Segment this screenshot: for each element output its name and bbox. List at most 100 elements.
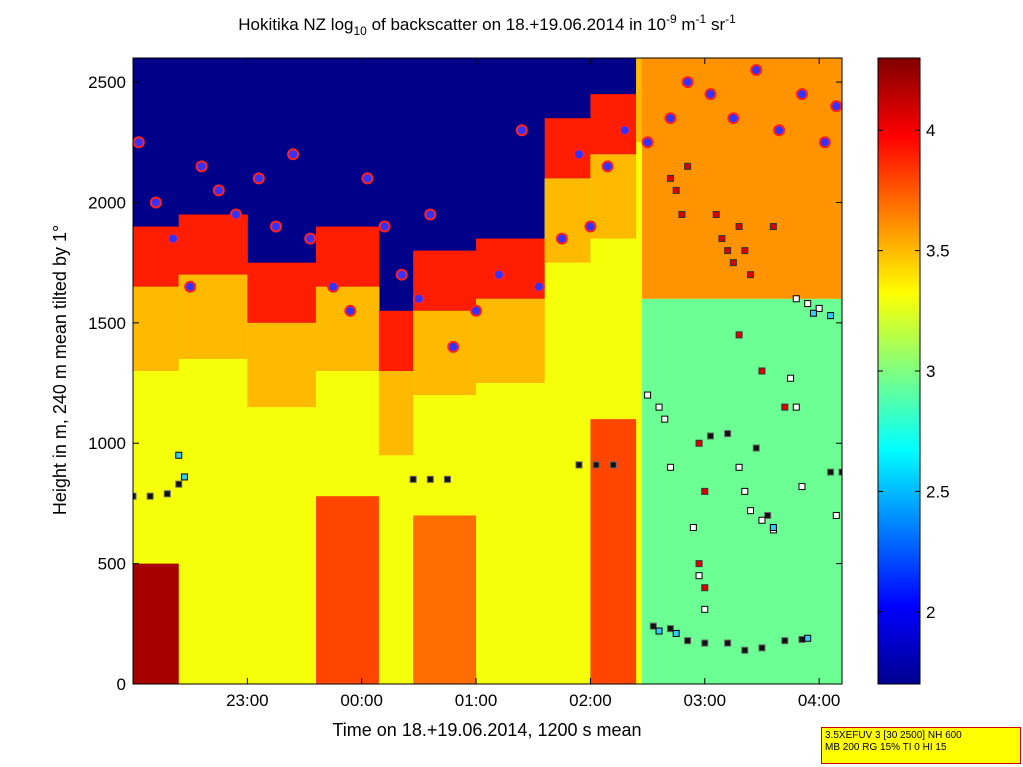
cyan-square-marker	[809, 309, 817, 317]
cloud-top-marker	[184, 280, 197, 293]
white-square-marker	[661, 415, 669, 423]
white-square-marker	[815, 304, 823, 312]
cloud-base-marker	[575, 461, 583, 469]
cloud-top-marker	[727, 112, 740, 125]
y-axis: 0 500 1000 1500 2000 2500	[88, 73, 842, 694]
red-square-marker	[724, 247, 732, 255]
cloud-top-marker	[361, 172, 374, 185]
settings-info-box: 3.5XEFUV 3 [30 2500] NH 600 MB 200 RG 15…	[821, 727, 1021, 764]
cloud-top-marker	[287, 148, 300, 161]
cloud-top-marker	[584, 220, 597, 233]
red-square-marker	[741, 247, 749, 255]
settings-line-2: MB 200 RG 15% TI 0 HI 15	[825, 742, 947, 753]
cloud-top-marker	[664, 112, 677, 125]
cloud-base-marker	[827, 468, 835, 476]
cloud-top-marker	[601, 160, 614, 173]
layer-strong-return	[590, 419, 637, 684]
colorbar-tick-label: 4	[926, 121, 935, 140]
cloud-base-marker	[133, 492, 137, 500]
white-square-marker	[741, 487, 749, 495]
x-axis-label: Time on 18.+19.06.2014, 1200 s mean	[332, 720, 641, 740]
x-tick-label: 00:00	[340, 691, 383, 710]
white-square-marker	[695, 572, 703, 580]
cloud-base-marker	[706, 432, 714, 440]
cloud-base-marker	[724, 639, 732, 647]
cloud-base-marker	[146, 492, 154, 500]
cyan-square-marker	[175, 451, 183, 459]
cloud-base-marker	[838, 468, 842, 476]
cloud-top-marker	[149, 196, 162, 209]
cloud-base-marker	[426, 475, 434, 483]
y-axis-label: Height in m, 240 m mean tilted by 1°	[50, 225, 70, 515]
cloud-top-marker	[304, 232, 317, 245]
red-square-marker	[735, 223, 743, 231]
layer-cloud-band	[315, 226, 380, 287]
y-tick-label: 2000	[88, 193, 126, 212]
cloud-top-marker	[515, 124, 528, 137]
cloud-top-marker	[229, 208, 242, 221]
plot-frame	[132, 57, 843, 685]
cloud-top-marker	[618, 124, 631, 137]
cloud-top-marker	[447, 340, 460, 353]
cyan-square-marker	[672, 629, 680, 637]
red-square-marker	[701, 584, 709, 592]
white-square-marker	[689, 524, 697, 531]
cloud-base-marker	[764, 511, 772, 519]
cloud-base-marker	[701, 639, 709, 647]
red-square-marker	[729, 259, 737, 267]
white-square-marker	[792, 295, 800, 303]
upper-cloud-region	[641, 58, 842, 299]
layer-cloud-band	[378, 310, 414, 371]
y-tick-label: 1000	[88, 434, 126, 453]
cloud-top-marker	[269, 220, 282, 233]
white-square-marker	[798, 483, 806, 491]
white-square-marker	[792, 403, 800, 411]
white-square-marker	[735, 463, 743, 471]
red-square-marker	[781, 403, 789, 411]
colorbar-tick-label: 2.5	[926, 482, 950, 501]
x-tick-label: 23:00	[226, 691, 269, 710]
layer-transition	[413, 310, 477, 396]
red-square-marker	[701, 487, 709, 495]
cloud-top-marker	[818, 136, 831, 149]
cloud-base-marker	[443, 475, 451, 483]
cloud-base-marker	[741, 646, 749, 654]
cloud-top-marker	[133, 136, 145, 149]
red-square-marker	[695, 439, 703, 447]
layer-transition	[247, 322, 317, 408]
cloud-top-marker	[327, 280, 340, 293]
y-tick-label: 2500	[88, 73, 126, 92]
layer-transition	[378, 371, 414, 456]
cloud-base-marker	[175, 480, 183, 488]
cloud-base-marker	[781, 637, 789, 645]
cloud-top-marker	[830, 100, 842, 113]
y-tick-label: 1500	[88, 314, 126, 333]
cloud-base-marker	[684, 637, 692, 645]
y-tick-label: 500	[98, 555, 126, 574]
cloud-base-marker	[592, 461, 600, 469]
cloud-top-marker	[750, 64, 763, 77]
layer-transition	[590, 154, 637, 239]
white-square-marker	[666, 463, 674, 471]
white-square-marker	[758, 516, 766, 524]
cloud-base-marker	[758, 644, 766, 652]
x-tick-label: 01:00	[455, 691, 498, 710]
colorbar-tick-label: 2	[926, 603, 935, 622]
cloud-top-marker	[424, 208, 437, 221]
cloud-base-marker	[724, 430, 732, 438]
cloud-base-marker	[666, 625, 674, 633]
cloud-top-marker	[395, 268, 408, 281]
cloud-markers	[133, 64, 842, 654]
cloud-base-marker	[609, 461, 617, 469]
x-tick-label: 02:00	[569, 691, 612, 710]
cloud-base-marker	[798, 635, 806, 643]
red-square-marker	[678, 211, 686, 218]
cloud-top-marker	[532, 280, 545, 293]
red-square-marker	[769, 223, 777, 231]
layer-cloud-band	[544, 118, 591, 179]
layer-transition	[476, 298, 546, 384]
red-square-marker	[666, 174, 674, 182]
layer-strong-return	[315, 496, 380, 684]
red-square-marker	[718, 235, 726, 243]
cloud-base-marker	[163, 490, 171, 498]
